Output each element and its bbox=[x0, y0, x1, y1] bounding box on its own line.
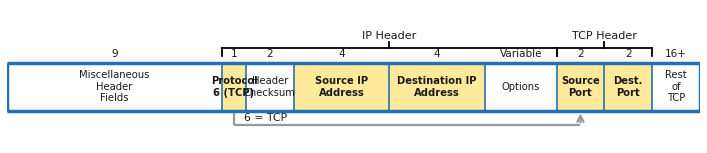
Text: Destination IP
Address: Destination IP Address bbox=[397, 76, 477, 98]
Text: 4: 4 bbox=[338, 49, 345, 59]
Text: Options: Options bbox=[501, 82, 540, 92]
Text: 1: 1 bbox=[230, 49, 238, 59]
Text: Rest
of
TCP: Rest of TCP bbox=[665, 70, 687, 103]
Bar bbox=[294, 63, 390, 110]
Bar bbox=[556, 63, 604, 110]
Text: Variable: Variable bbox=[499, 49, 542, 59]
Text: 2: 2 bbox=[267, 49, 273, 59]
Text: Header
Checksum: Header Checksum bbox=[244, 76, 296, 98]
Text: 6 = TCP: 6 = TCP bbox=[244, 113, 287, 123]
Text: TCP Header: TCP Header bbox=[572, 31, 637, 41]
Text: 16+: 16+ bbox=[665, 49, 687, 59]
Text: 4: 4 bbox=[434, 49, 440, 59]
Text: 9: 9 bbox=[111, 49, 118, 59]
Text: Protocol
6 (TCP): Protocol 6 (TCP) bbox=[211, 76, 257, 98]
Bar bbox=[652, 63, 700, 110]
Bar bbox=[604, 63, 652, 110]
Bar bbox=[390, 63, 485, 110]
Text: 2: 2 bbox=[625, 49, 631, 59]
Text: IP Header: IP Header bbox=[362, 31, 416, 41]
Bar bbox=[246, 63, 294, 110]
Bar bbox=[485, 63, 556, 110]
Text: Miscellaneous
Header
Fields: Miscellaneous Header Fields bbox=[79, 70, 150, 103]
Bar bbox=[7, 63, 222, 110]
Bar bbox=[222, 63, 246, 110]
Text: Source IP
Address: Source IP Address bbox=[315, 76, 368, 98]
Text: Source
Port: Source Port bbox=[561, 76, 600, 98]
Text: Dest.
Port: Dest. Port bbox=[614, 76, 643, 98]
Text: 2: 2 bbox=[577, 49, 584, 59]
